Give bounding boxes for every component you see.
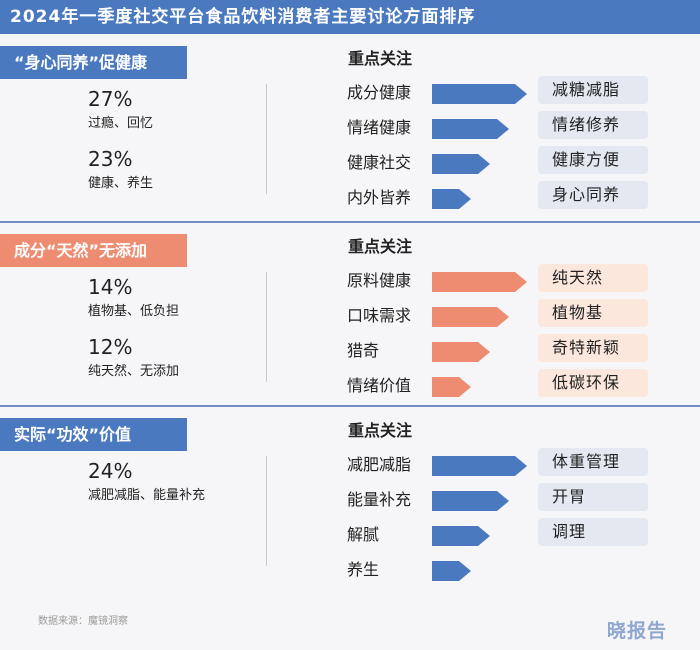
- focus-item-label: 情绪健康: [347, 118, 412, 137]
- rank-arrow: [432, 307, 509, 327]
- focus-item-label: 原料健康: [347, 271, 412, 290]
- rank-arrow: [432, 119, 509, 139]
- focus-item-label: 情绪价值: [347, 376, 412, 395]
- keyword-pill: 奇特新颖: [538, 334, 648, 362]
- chart-title: 2024年一季度社交平台食品饮料消费者主要讨论方面排序: [0, 0, 700, 34]
- rank-arrow-shape: [432, 154, 490, 174]
- stat-block: 23% 健康、养生: [88, 148, 153, 192]
- focus-item-label: 解腻: [347, 525, 380, 544]
- rank-arrow: [432, 272, 527, 292]
- section-separator: [0, 405, 700, 407]
- keyword-pill: 体重管理: [538, 448, 648, 476]
- stat-percent: 27%: [88, 87, 133, 111]
- stat-description: 减肥减脂、能量补充: [88, 488, 206, 503]
- focus-item-label: 成分健康: [347, 83, 412, 102]
- keyword-pill: 调理: [538, 518, 648, 546]
- rank-arrow: [432, 377, 471, 397]
- keyword-pill: 开胃: [538, 483, 648, 511]
- rank-arrow-shape: [432, 119, 509, 139]
- stat-block: 27% 过瘾、回忆: [88, 88, 153, 132]
- stat-block: 24% 减肥减脂、能量补充: [88, 460, 205, 504]
- stat-block: 12% 纯天然、无添加: [88, 336, 179, 380]
- rank-arrow-shape: [432, 526, 490, 546]
- section-tag: 实际“功效”价值: [0, 418, 187, 451]
- keyword-pill: 植物基: [538, 299, 648, 327]
- rank-arrow-shape: [432, 561, 471, 581]
- rank-arrow: [432, 154, 490, 174]
- section-separator: [0, 221, 700, 223]
- section-tag: “身心同养”促健康: [0, 46, 187, 79]
- rank-arrow-shape: [432, 189, 471, 209]
- focus-item-label: 健康社交: [347, 153, 412, 172]
- focus-heading: 重点关注: [348, 49, 413, 68]
- rank-arrow: [432, 526, 490, 546]
- rank-arrow: [432, 456, 527, 476]
- focus-item-label: 口味需求: [347, 306, 412, 325]
- rank-arrow-shape: [432, 342, 490, 362]
- stat-percent: 12%: [88, 335, 133, 359]
- focus-heading: 重点关注: [348, 237, 413, 256]
- focus-item-label: 减肥减脂: [347, 455, 412, 474]
- stat-percent: 14%: [88, 275, 133, 299]
- keyword-pill: 低碳环保: [538, 369, 648, 397]
- stat-description: 植物基、低负担: [88, 304, 180, 319]
- rank-arrow: [432, 561, 471, 581]
- keyword-pill: 情绪修养: [538, 111, 648, 139]
- stat-percent: 23%: [88, 147, 133, 171]
- stat-block: 14% 植物基、低负担: [88, 276, 179, 320]
- section-tag: 成分“天然”无添加: [0, 234, 187, 267]
- rank-arrow-shape: [432, 307, 509, 327]
- divider-line: [266, 84, 267, 194]
- rank-arrow-shape: [432, 456, 527, 476]
- stat-percent: 24%: [88, 459, 133, 483]
- focus-item-label: 猎奇: [347, 341, 380, 360]
- rank-arrow-shape: [432, 377, 471, 397]
- source-note: 数据来源：魔镜洞察: [38, 616, 128, 627]
- rank-arrow: [432, 491, 509, 511]
- brand-logo: 晓报告: [607, 620, 668, 642]
- stat-description: 过瘾、回忆: [88, 116, 154, 131]
- focus-item-label: 内外皆养: [347, 188, 412, 207]
- keyword-pill: 健康方便: [538, 146, 648, 174]
- divider-line: [266, 456, 267, 566]
- stat-description: 健康、养生: [88, 176, 154, 191]
- rank-arrow: [432, 189, 471, 209]
- rank-arrow-shape: [432, 491, 509, 511]
- focus-heading: 重点关注: [348, 421, 413, 440]
- keyword-pill: 身心同养: [538, 181, 648, 209]
- keyword-pill: 纯天然: [538, 264, 648, 292]
- divider-line: [266, 272, 267, 382]
- focus-item-label: 能量补充: [347, 490, 412, 509]
- rank-arrow-shape: [432, 84, 527, 104]
- stat-description: 纯天然、无添加: [88, 364, 180, 379]
- rank-arrow-shape: [432, 272, 527, 292]
- rank-arrow: [432, 342, 490, 362]
- keyword-pill: 减糖减脂: [538, 76, 648, 104]
- rank-arrow: [432, 84, 527, 104]
- focus-item-label: 养生: [347, 560, 380, 579]
